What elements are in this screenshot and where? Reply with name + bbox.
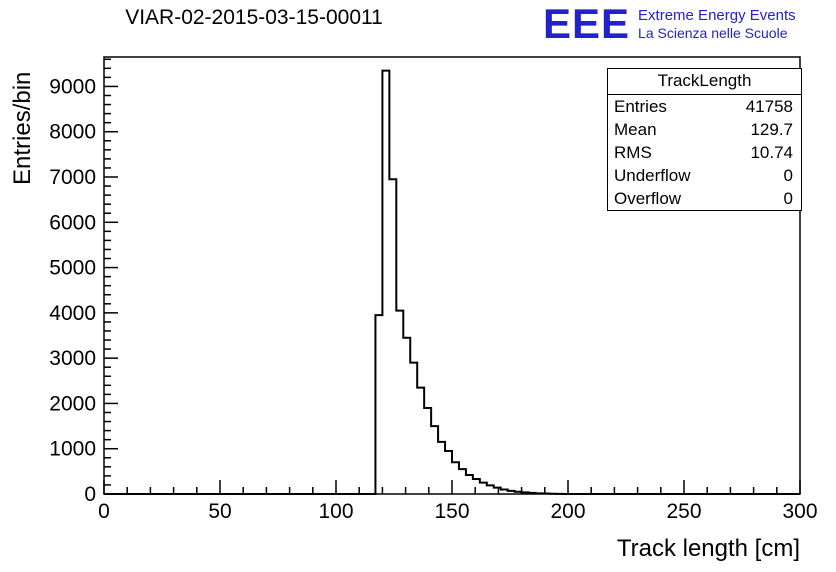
svg-text:9000: 9000 <box>49 75 96 98</box>
y-axis-title: Entries/bin <box>9 72 36 185</box>
plot-title: VIAR-02-2015-03-15-00011 <box>125 6 383 29</box>
svg-text:2000: 2000 <box>49 392 96 415</box>
stats-box-title: TrackLength <box>608 69 801 95</box>
svg-text:100: 100 <box>318 500 353 523</box>
stats-value: 129.7 <box>750 120 793 139</box>
svg-text:150: 150 <box>434 500 469 523</box>
svg-text:1000: 1000 <box>49 438 96 461</box>
eee-logo: EEE Extreme Energy Events La Scienza nel… <box>543 0 796 47</box>
svg-text:0: 0 <box>84 483 96 506</box>
stats-value: 41758 <box>745 97 793 116</box>
stats-value: 10.74 <box>750 143 793 162</box>
svg-text:5000: 5000 <box>49 257 96 280</box>
eee-logo-line1: Extreme Energy Events <box>638 7 796 24</box>
svg-text:6000: 6000 <box>49 211 96 234</box>
stats-label: Mean <box>614 120 657 139</box>
x-axis-ticks: 0 50 100 150 200 250 300 <box>98 480 818 523</box>
svg-text:4000: 4000 <box>49 302 96 325</box>
y-axis-ticks: 0 1000 2000 3000 4000 5000 6000 7000 8000 9000 <box>49 58 118 506</box>
stats-value: 0 <box>783 166 793 185</box>
x-axis-title: Track length [cm] <box>617 535 800 562</box>
stats-value: 0 <box>783 189 793 208</box>
svg-text:200: 200 <box>550 500 585 523</box>
stats-label: Overflow <box>614 189 682 208</box>
eee-logo-mark: EEE <box>543 0 631 47</box>
stats-row: Underflow 0 <box>608 164 801 187</box>
stats-label: RMS <box>614 143 652 162</box>
svg-text:7000: 7000 <box>49 166 96 189</box>
stats-row: Overflow 0 <box>608 187 801 210</box>
stats-label: Entries <box>614 97 667 116</box>
eee-logo-text: Extreme Energy Events La Scienza nelle S… <box>638 4 796 42</box>
eee-logo-line2: La Scienza nelle Scuole <box>638 25 788 41</box>
svg-text:50: 50 <box>208 500 231 523</box>
svg-text:0: 0 <box>98 500 110 523</box>
stats-box: TrackLength Entries 41758 Mean 129.7 RMS… <box>607 68 802 211</box>
svg-text:300: 300 <box>782 500 817 523</box>
svg-text:8000: 8000 <box>49 121 96 144</box>
stats-row: Entries 41758 <box>608 95 801 118</box>
stats-label: Underflow <box>614 166 691 185</box>
svg-text:3000: 3000 <box>49 347 96 370</box>
svg-text:250: 250 <box>666 500 701 523</box>
stats-row: RMS 10.74 <box>608 141 801 164</box>
histogram-line <box>104 69 800 495</box>
stats-row: Mean 129.7 <box>608 118 801 141</box>
